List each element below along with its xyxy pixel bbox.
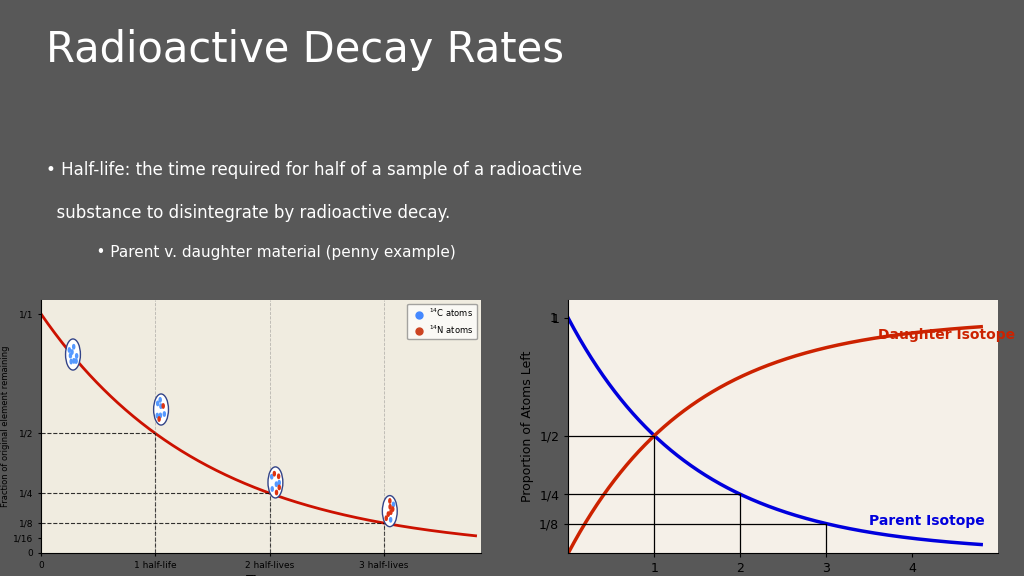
Circle shape <box>268 467 283 498</box>
Circle shape <box>162 404 164 408</box>
Circle shape <box>158 417 160 421</box>
Circle shape <box>160 413 162 418</box>
Circle shape <box>392 507 394 511</box>
Y-axis label: Fraction of original element remaining: Fraction of original element remaining <box>1 346 10 507</box>
Circle shape <box>71 350 73 354</box>
Text: • Half-life: the time required for half of a sample of a radioactive: • Half-life: the time required for half … <box>46 161 583 179</box>
Circle shape <box>279 480 281 485</box>
Circle shape <box>278 474 280 479</box>
Circle shape <box>154 394 169 425</box>
Circle shape <box>275 490 278 495</box>
Text: Radioactive Decay Rates: Radioactive Decay Rates <box>46 29 564 71</box>
Circle shape <box>157 401 159 406</box>
Text: Daughter Isotope: Daughter Isotope <box>878 328 1015 342</box>
Y-axis label: Proportion of Atoms Left: Proportion of Atoms Left <box>520 351 534 502</box>
Text: 1: 1 <box>549 312 557 325</box>
Circle shape <box>159 397 161 402</box>
Circle shape <box>73 359 75 363</box>
Circle shape <box>273 472 275 476</box>
Circle shape <box>392 502 394 506</box>
Circle shape <box>275 482 278 486</box>
Circle shape <box>382 495 397 526</box>
Circle shape <box>76 354 78 358</box>
Circle shape <box>163 412 166 416</box>
Circle shape <box>390 510 392 514</box>
Circle shape <box>389 518 392 522</box>
Text: • Parent v. daughter material (penny example): • Parent v. daughter material (penny exa… <box>77 245 456 260</box>
Legend: $^{14}$C atoms, $^{14}$N atoms: $^{14}$C atoms, $^{14}$N atoms <box>407 304 477 339</box>
Text: Parent Isotope: Parent Isotope <box>869 514 985 528</box>
Circle shape <box>157 414 159 418</box>
Circle shape <box>279 485 281 490</box>
Circle shape <box>69 348 71 352</box>
Circle shape <box>385 516 387 520</box>
Circle shape <box>70 354 72 358</box>
Circle shape <box>270 475 272 479</box>
Circle shape <box>160 404 162 408</box>
Circle shape <box>66 339 81 370</box>
Circle shape <box>389 505 391 509</box>
Circle shape <box>73 344 75 349</box>
Circle shape <box>387 512 389 516</box>
X-axis label: Time: Time <box>246 575 276 576</box>
Circle shape <box>70 359 73 363</box>
Circle shape <box>75 359 77 363</box>
Circle shape <box>271 487 273 491</box>
Circle shape <box>389 499 391 503</box>
Text: substance to disintegrate by radioactive decay.: substance to disintegrate by radioactive… <box>46 204 451 222</box>
